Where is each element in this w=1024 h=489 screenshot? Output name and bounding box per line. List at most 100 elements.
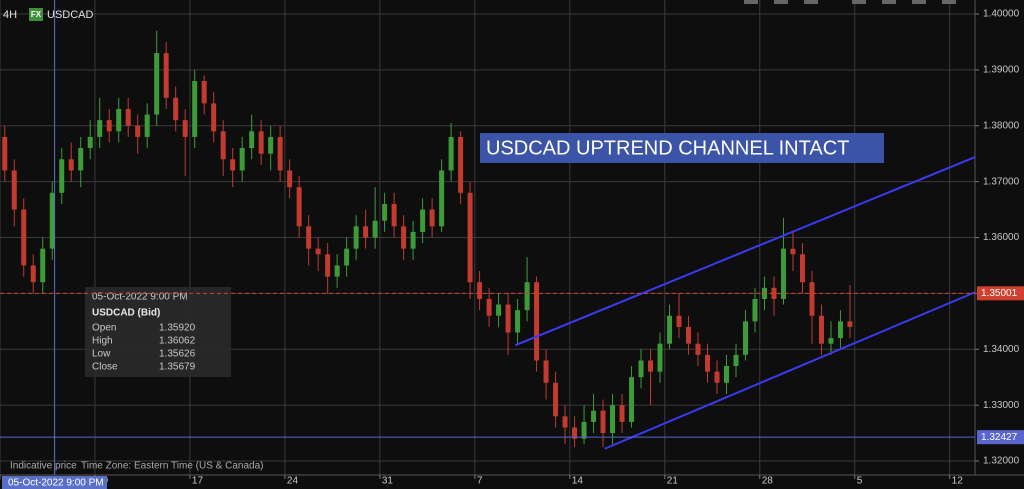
candle-body <box>40 248 46 283</box>
toolbar[interactable] <box>744 0 956 4</box>
tool-icon[interactable] <box>942 0 956 4</box>
x-tick-label: 31 <box>382 476 394 487</box>
candle-body <box>344 248 350 266</box>
x-tick-label: 17 <box>192 476 204 487</box>
candle-body <box>258 131 264 154</box>
x-tick-label: 24 <box>287 476 299 487</box>
level-label: 1.35001 <box>981 288 1018 299</box>
candle-body <box>667 315 673 344</box>
candle-body <box>173 97 179 121</box>
footer-note: Indicative price <box>10 461 77 472</box>
grid <box>0 0 975 475</box>
tool-icon[interactable] <box>744 0 758 4</box>
candle-body <box>391 203 397 227</box>
candle-body <box>163 53 169 98</box>
title-box <box>480 133 884 163</box>
crosshair-label-bg <box>2 476 107 489</box>
candle-body <box>192 81 198 137</box>
candle-body <box>401 226 407 249</box>
candle-body <box>116 108 122 132</box>
candle-body <box>372 220 378 238</box>
candle-body <box>363 226 369 238</box>
candle-body <box>572 427 578 439</box>
candle-body <box>353 226 359 249</box>
x-tick-label: 14 <box>572 476 584 487</box>
tool-icon[interactable] <box>912 0 926 4</box>
candle-body <box>11 170 17 210</box>
tooltip-label: Close <box>92 362 118 373</box>
x-tick-label: 7 <box>477 476 483 487</box>
level-label-bg <box>977 430 1024 445</box>
candle-body <box>742 321 748 355</box>
tool-icon[interactable] <box>882 0 896 4</box>
candle-body <box>553 382 559 417</box>
candle-body <box>154 53 160 115</box>
candle-body <box>534 282 540 361</box>
candle-body <box>325 254 331 277</box>
tooltip: 05-Oct-2022 9:00 PM USDCAD (Bid) Open 1.3… <box>85 287 231 377</box>
candle-body <box>790 248 796 255</box>
candle-body <box>125 108 131 126</box>
candle-body <box>287 170 293 188</box>
badge-bg <box>29 8 43 21</box>
candle-body <box>2 136 8 171</box>
candle-body <box>799 254 805 283</box>
candle-body <box>30 265 36 283</box>
tool-icon[interactable] <box>804 0 818 4</box>
y-tick-label: 1.34000 <box>983 344 1020 355</box>
candle-body <box>828 338 834 344</box>
candle-body <box>249 131 255 149</box>
candle-body <box>68 159 74 171</box>
candle-body <box>543 360 549 383</box>
x-tick-label: 28 <box>762 476 774 487</box>
footer-timezone: Time Zone: Eastern Time (US & Canada) <box>81 461 263 472</box>
candle-body <box>724 366 730 383</box>
candle-body <box>239 148 245 171</box>
candle-body <box>562 416 568 428</box>
candle-body <box>106 120 112 132</box>
tooltip-value: 1.35679 <box>159 362 196 373</box>
candle-body <box>201 81 207 104</box>
candle-body <box>448 136 454 171</box>
candle-body <box>505 304 511 333</box>
candle-body <box>59 159 65 193</box>
candle-body <box>581 421 587 439</box>
tooltip-value: 1.35920 <box>159 323 196 334</box>
badge: FX <box>31 10 42 19</box>
candle-body <box>49 192 55 249</box>
chart-title: USDCAD UPTREND CHANNEL INTACT <box>486 137 849 159</box>
candle-body <box>429 209 435 227</box>
level-label: 1.32427 <box>981 432 1018 443</box>
tooltip-label: Low <box>92 349 111 360</box>
y-tick-label: 1.39000 <box>983 64 1020 75</box>
candle-body <box>315 248 321 255</box>
crosshair-label: 05-Oct-2022 9:00 PM <box>8 478 104 489</box>
candle-body <box>135 125 141 137</box>
candle-body <box>524 282 530 311</box>
candle-body <box>439 170 445 227</box>
candle-body <box>733 354 739 367</box>
candle-body <box>600 410 606 434</box>
candle-body <box>648 360 654 372</box>
candle-body <box>211 103 217 132</box>
candle-body <box>847 321 853 327</box>
y-tick-label: 1.38000 <box>983 120 1020 131</box>
tooltip-rows: Open 1.35920 High 1.36062 Low 1.35626 Close 1.3… <box>92 323 196 373</box>
candle-body <box>714 371 720 383</box>
candle-body <box>515 310 521 333</box>
channel-line <box>604 291 976 450</box>
candle-body <box>686 326 692 344</box>
candle-body <box>809 282 815 316</box>
candle-body <box>78 148 84 171</box>
tool-icon[interactable] <box>852 0 866 4</box>
candle-body <box>705 354 711 372</box>
tool-icon[interactable] <box>774 0 788 4</box>
candle-body <box>837 321 843 339</box>
timeframe: 4H <box>3 9 17 21</box>
tooltip-label: Open <box>92 323 116 334</box>
x-tick-label: 5 <box>857 476 863 487</box>
candle-body <box>676 315 682 327</box>
candle-body <box>334 265 340 277</box>
